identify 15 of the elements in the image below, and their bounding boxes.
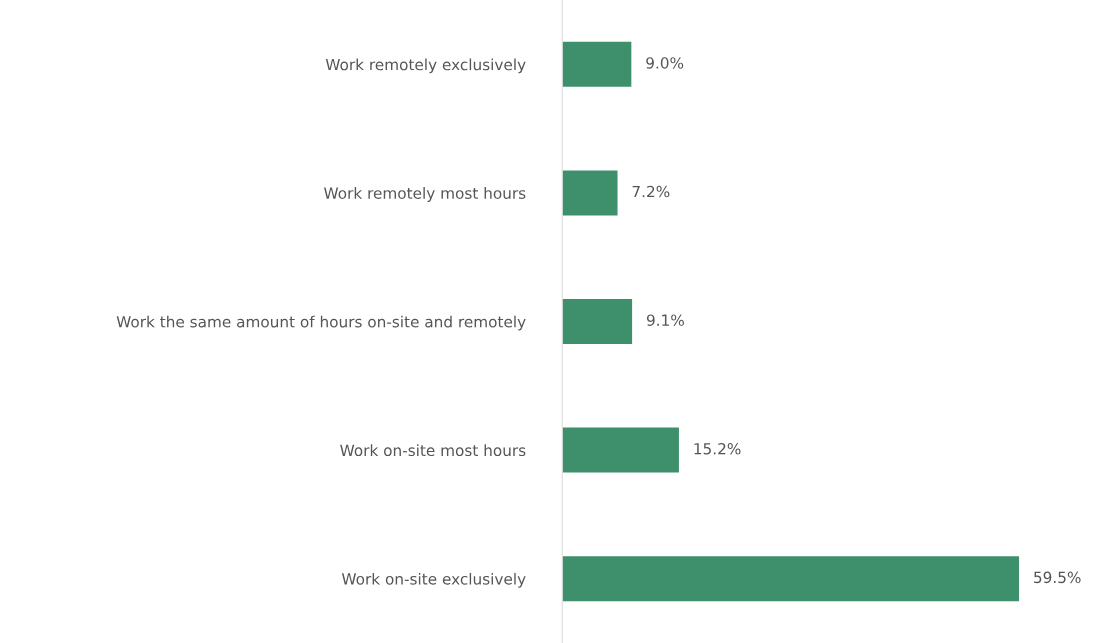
y-tick-label: Work on-site most hours	[340, 444, 526, 457]
y-tick-label: Work remotely exclusively	[325, 58, 526, 74]
data-label: 59.5%	[1034, 571, 1081, 584]
bar	[562, 170, 618, 216]
bar	[562, 299, 633, 345]
data-label: 9.1%	[646, 314, 684, 326]
data-label: 15.2%	[694, 442, 741, 455]
bar	[562, 427, 679, 473]
y-tick-label: Work on-site exclusively	[341, 572, 526, 588]
data-label: 7.2%	[632, 185, 670, 198]
bar	[562, 556, 1020, 602]
y-tick-label: Work remotely most hours	[324, 187, 526, 202]
bar	[562, 41, 632, 87]
y-tick-label: Work the same amount of hours on-site and remotely	[116, 315, 526, 331]
data-label: 9.0%	[646, 57, 684, 69]
